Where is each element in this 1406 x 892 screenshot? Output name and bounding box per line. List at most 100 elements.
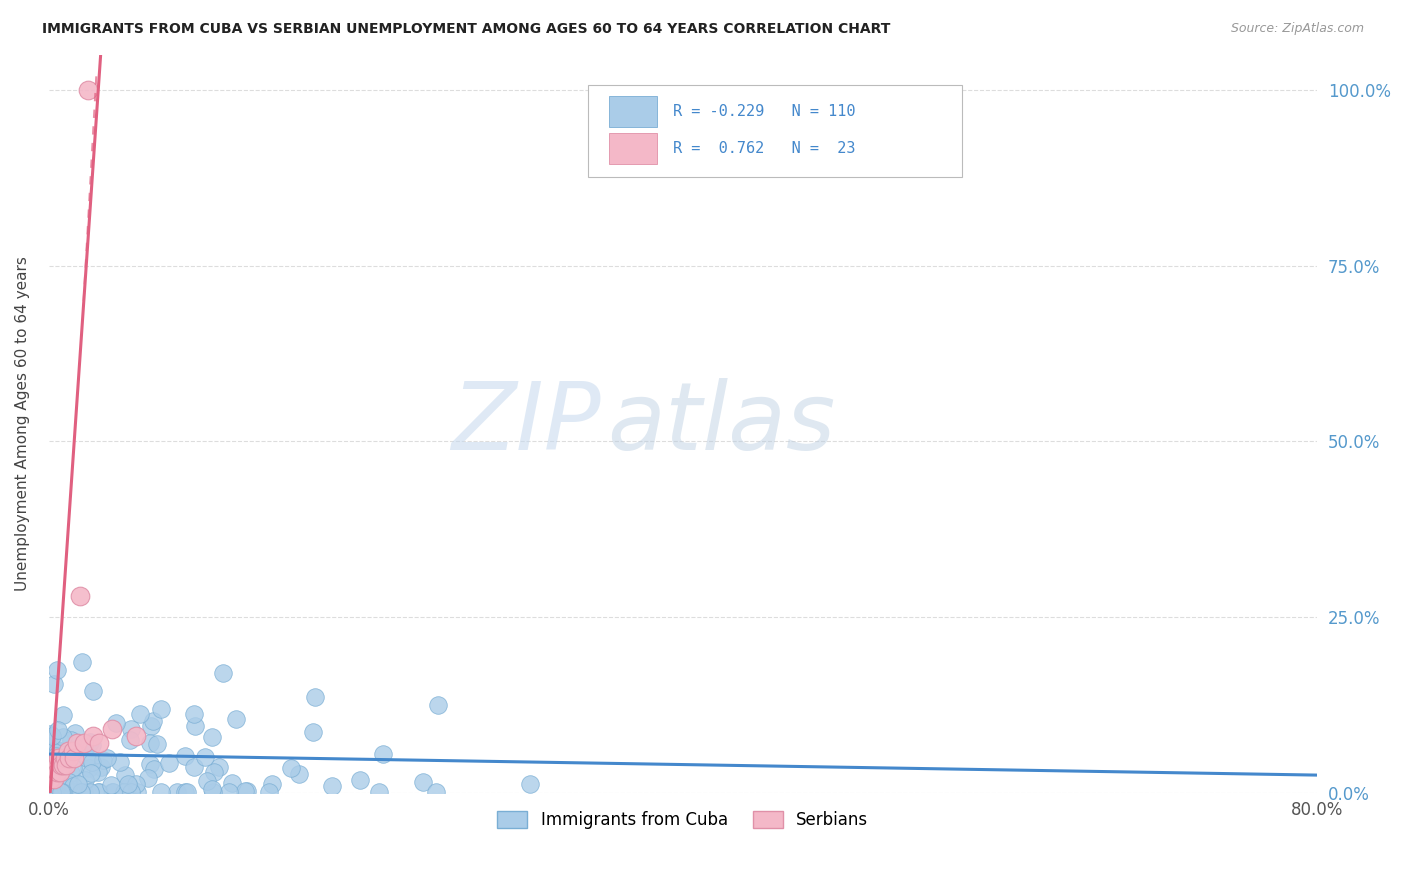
Point [82,684,104,698]
Point [65,725,87,739]
Text: Source: ZipAtlas.com: Source: ZipAtlas.com [1230,22,1364,36]
Point [114,768,136,782]
Point [225,712,247,726]
Point [259,785,281,799]
Point [101,723,124,737]
Point [46,663,69,677]
Text: ZIP: ZIP [451,378,600,469]
Point [201,730,224,744]
Point [77,737,100,751]
FancyBboxPatch shape [609,96,658,128]
Point [73,785,96,799]
Point [118,779,141,793]
Point [72,737,94,751]
Point [183,707,205,722]
Point [260,776,283,790]
Point [42,785,65,799]
Point [184,719,207,733]
Point [39,772,62,786]
Point [425,785,447,799]
Point [66,777,89,791]
Point [194,749,217,764]
Text: atlas: atlas [607,378,835,469]
Point [120,733,142,747]
Point [41,785,63,799]
Point [183,760,205,774]
Point [66,737,89,751]
Point [138,771,160,785]
Point [51,785,73,799]
Point [412,775,434,789]
Point [221,776,243,790]
Point [208,759,231,773]
Point [129,706,152,721]
Point [45,765,67,780]
Point [52,731,75,745]
Point [62,785,84,799]
Point [44,757,66,772]
Point [45,749,67,764]
Point [62,761,84,775]
Point [201,785,224,799]
Point [93,754,115,768]
Point [120,785,142,799]
Point [44,741,66,756]
Point [139,736,162,750]
Point [150,785,173,799]
Point [82,755,104,769]
Point [100,778,122,792]
Point [125,730,148,744]
Point [174,748,197,763]
Point [101,785,124,799]
Point [39,739,62,753]
Point [105,715,128,730]
Point [52,708,75,723]
Point [56,776,79,790]
Point [42,772,65,786]
Point [51,785,73,799]
Point [77,83,100,97]
Point [70,655,93,669]
Point [426,698,449,713]
Point [45,764,67,779]
Point [55,752,77,766]
Point [41,771,63,785]
Point [89,737,111,751]
Point [42,677,65,691]
Point [236,784,259,798]
Point [77,761,100,775]
Point [46,723,69,737]
Point [96,751,118,765]
Point [58,774,80,789]
Point [58,750,80,764]
Point [76,751,98,765]
Point [202,765,225,780]
Point [46,750,69,764]
Point [321,780,343,794]
Point [41,729,63,743]
Y-axis label: Unemployment Among Ages 60 to 64 years: Unemployment Among Ages 60 to 64 years [15,257,30,591]
Point [201,781,224,796]
Point [49,744,72,758]
Point [233,784,256,798]
Point [82,730,104,744]
Point [349,773,371,788]
Point [87,785,110,799]
Point [174,785,197,799]
Point [287,766,309,780]
Point [79,766,101,780]
Point [120,722,142,736]
Point [304,690,326,705]
Point [86,764,108,779]
Point [62,779,84,793]
Point [218,785,240,799]
Point [46,745,69,759]
Point [69,785,91,799]
Point [197,774,219,789]
Point [125,785,148,799]
Point [124,777,146,791]
Point [212,666,235,681]
Point [89,785,111,799]
Point [139,756,162,771]
Point [56,743,79,757]
